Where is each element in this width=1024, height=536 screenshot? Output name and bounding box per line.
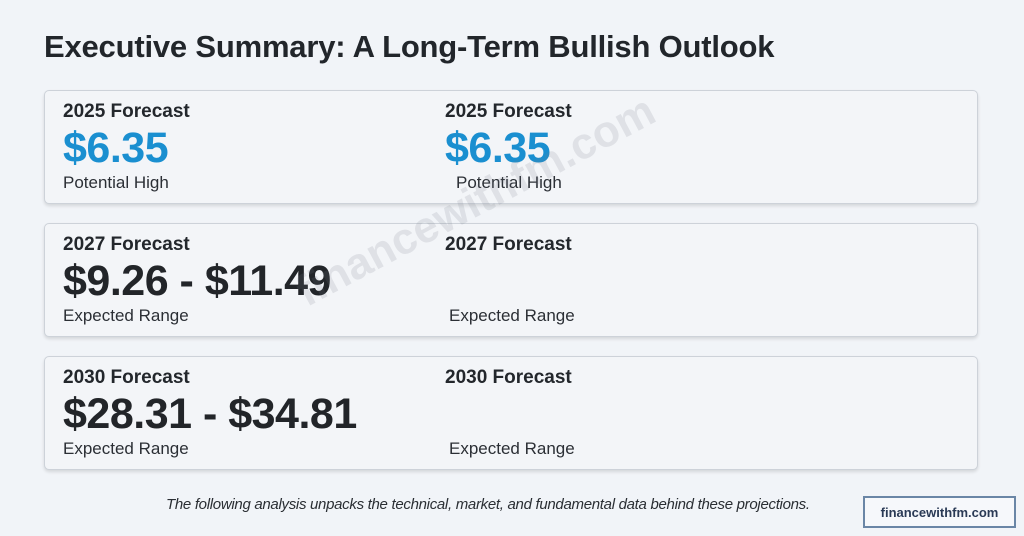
forecast-value: $9.26 - $11.49 — [63, 257, 331, 305]
forecast-sublabel: Potential High — [63, 173, 169, 192]
forecast-label: 2027 Forecast — [445, 234, 572, 255]
forecast-sublabel: Potential High — [456, 173, 562, 192]
forecast-label: 2025 Forecast — [63, 101, 190, 122]
forecast-value: $6.35 — [63, 124, 169, 172]
forecast-label: 2027 Forecast — [63, 234, 190, 255]
forecast-sublabel: Expected Range — [449, 306, 575, 325]
site-badge[interactable]: financewithfm.com — [863, 496, 1016, 528]
forecast-card-2027: 2027 Forecast $9.26 - $11.49 Expected Ra… — [44, 223, 978, 337]
footer-note: The following analysis unpacks the techn… — [166, 496, 810, 513]
forecast-label: 2030 Forecast — [63, 367, 190, 388]
forecast-value: $6.35 — [445, 124, 551, 172]
forecast-label: 2025 Forecast — [445, 101, 572, 122]
forecast-value: $28.31 - $34.81 — [63, 390, 357, 438]
forecast-label: 2030 Forecast — [445, 367, 572, 388]
forecast-card-2025: 2025 Forecast $6.35 Potential High 2025 … — [44, 90, 978, 204]
forecast-sublabel: Expected Range — [63, 306, 189, 325]
forecast-sublabel: Expected Range — [449, 439, 575, 458]
forecast-sublabel: Expected Range — [63, 439, 189, 458]
forecast-card-2030: 2030 Forecast $28.31 - $34.81 Expected R… — [44, 356, 978, 470]
page-title: Executive Summary: A Long-Term Bullish O… — [44, 29, 775, 64]
